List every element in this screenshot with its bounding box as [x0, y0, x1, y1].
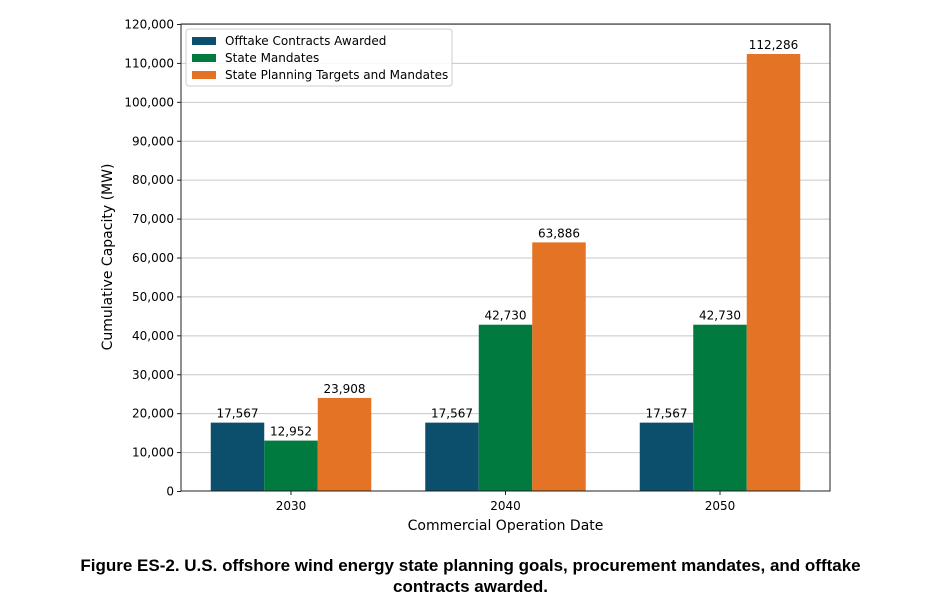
bar-chart: 17,567 12,952 23,908 17,567 42,730 63,886 17,5… [100, 18, 831, 534]
bar-value-label: 23,908 [324, 382, 366, 396]
y-tick-label: 80,000 [132, 173, 174, 187]
legend-label: State Mandates [225, 51, 319, 65]
y-axis: 0 10,000 20,000 30,000 40,000 50,000 60,000 70,… [124, 18, 181, 499]
y-tick-label: 100,000 [124, 95, 174, 109]
x-tick-label: 2050 [705, 499, 736, 513]
y-tick-label: 20,000 [132, 407, 174, 421]
bars [210, 54, 801, 491]
y-tick-label: 60,000 [132, 251, 174, 265]
bar [264, 440, 318, 491]
bar [478, 324, 533, 491]
legend-label: State Planning Targets and Mandates [225, 68, 448, 82]
bar-value-label: 42,730 [485, 309, 527, 323]
bar [425, 422, 479, 491]
y-tick-label: 70,000 [132, 212, 174, 226]
bar [746, 54, 801, 491]
y-tick-label: 10,000 [132, 446, 174, 460]
y-tick-label: 110,000 [124, 56, 174, 70]
legend-swatch [192, 54, 216, 62]
bar-value-label: 112,286 [749, 38, 799, 52]
y-tick-label: 0 [166, 485, 174, 499]
bar-value-label: 17,567 [646, 407, 688, 421]
bar [639, 422, 694, 491]
bar-value-label: 42,730 [699, 309, 741, 323]
x-tick-label: 2030 [276, 499, 307, 513]
bar-value-label: 12,952 [270, 425, 312, 439]
caption-line-2: contracts awarded. [393, 577, 548, 596]
x-tick-label: 2040 [490, 499, 521, 513]
bar [317, 397, 372, 491]
bar [693, 324, 747, 491]
legend-swatch [192, 37, 216, 45]
y-axis-label: Cumulative Capacity (MW) [100, 164, 116, 351]
y-tick-label: 90,000 [132, 134, 174, 148]
x-axis-label: Commercial Operation Date [408, 518, 604, 534]
bar-value-label: 17,567 [431, 407, 473, 421]
figure-caption: Figure ES-2. U.S. offshore wind energy s… [0, 555, 941, 597]
y-tick-label: 40,000 [132, 329, 174, 343]
y-tick-label: 50,000 [132, 290, 174, 304]
bar [210, 422, 265, 491]
data-labels: 17,567 12,952 23,908 17,567 42,730 63,886 17,5… [217, 38, 799, 439]
bar-value-label: 63,886 [538, 226, 580, 240]
y-tick-label: 120,000 [124, 18, 174, 32]
caption-line-1: Figure ES-2. U.S. offshore wind energy s… [80, 556, 861, 575]
legend-label: Offtake Contracts Awarded [225, 34, 386, 48]
x-axis: 2030 2040 2050 [276, 491, 736, 513]
y-tick-label: 30,000 [132, 368, 174, 382]
legend-swatch [192, 71, 216, 79]
bar-value-label: 17,567 [217, 407, 259, 421]
legend: Offtake Contracts Awarded State Mandates S… [185, 28, 453, 87]
bar [532, 242, 586, 491]
legend-box [185, 28, 453, 87]
